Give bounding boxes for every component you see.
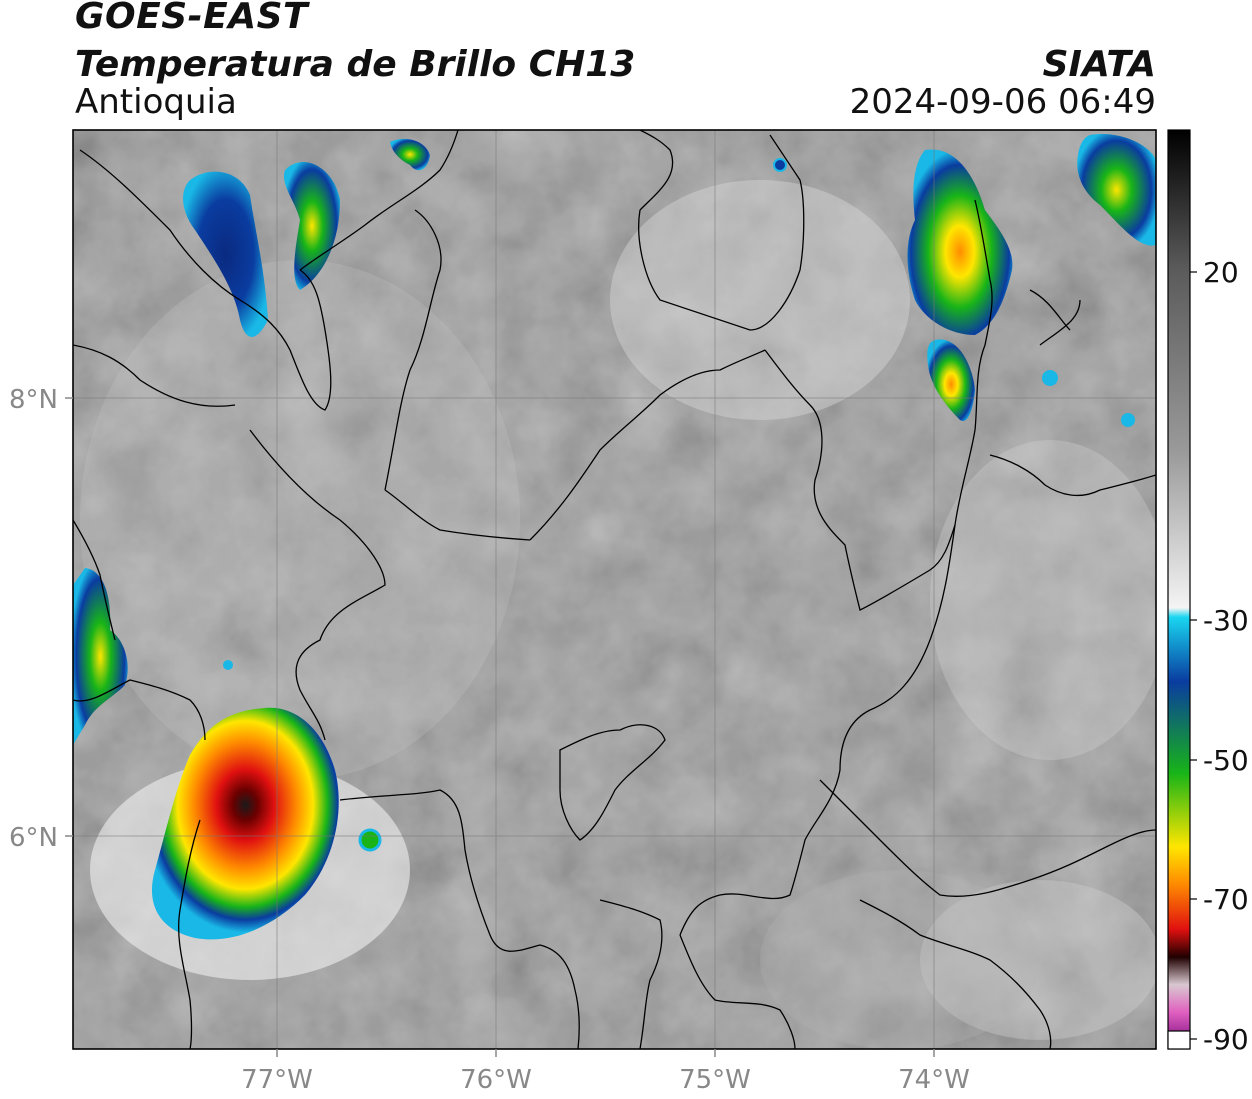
- colorbar: 20 -30 -50 -70 -90: [1167, 129, 1249, 1056]
- agency-label: SIATA: [1042, 44, 1156, 85]
- lon-label-77w: 77°W: [241, 1065, 313, 1095]
- region-label: Antioquia: [75, 82, 237, 122]
- lon-label-74w: 74°W: [898, 1065, 970, 1095]
- product-title: Temperatura de Brillo CH13: [75, 44, 636, 85]
- storm-cell-main: [151, 707, 339, 940]
- lon-label-75w: 75°W: [679, 1065, 751, 1095]
- map-frame: [72, 129, 1157, 1050]
- satellite-title: GOES-EAST: [75, 0, 309, 37]
- boundaries: [73, 130, 1156, 1049]
- lat-label-6n: 6°N: [9, 823, 58, 853]
- colorbar-label-minus90: -90: [1203, 1023, 1249, 1056]
- map-panel: [73, 130, 1156, 1049]
- lat-label-8n: 8°N: [9, 385, 58, 415]
- colorbar-label-minus50: -50: [1203, 744, 1249, 777]
- colorbar-label-minus30: -30: [1203, 604, 1249, 637]
- colorbar-label-minus70: -70: [1203, 883, 1249, 916]
- colorbar-label-20: 20: [1203, 256, 1239, 289]
- storm-cell-nw: [183, 171, 268, 337]
- graticule: [73, 130, 1156, 1049]
- datetime-label: 2024-09-06 06:49: [849, 82, 1156, 122]
- lon-label-76w: 76°W: [460, 1065, 532, 1095]
